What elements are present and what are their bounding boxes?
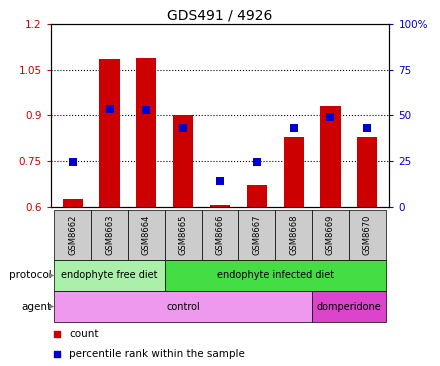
Bar — [99, 59, 120, 207]
Text: control: control — [166, 302, 200, 311]
Title: GDS491 / 4926: GDS491 / 4926 — [167, 9, 273, 23]
Text: GSM8670: GSM8670 — [363, 215, 372, 255]
Text: domperidone: domperidone — [316, 302, 381, 311]
Point — [143, 107, 150, 113]
Bar — [238, 210, 275, 260]
Bar — [54, 291, 312, 322]
Point — [327, 113, 334, 119]
Text: GSM8669: GSM8669 — [326, 215, 335, 255]
Bar — [54, 210, 91, 260]
Point — [180, 125, 187, 131]
Text: GSM8664: GSM8664 — [142, 215, 151, 255]
Point — [290, 125, 297, 131]
Bar — [357, 137, 378, 207]
Bar — [128, 210, 165, 260]
Text: percentile rank within the sample: percentile rank within the sample — [69, 349, 245, 359]
Text: endophyte infected diet: endophyte infected diet — [216, 270, 334, 280]
Text: GSM8668: GSM8668 — [289, 215, 298, 255]
Text: protocol: protocol — [9, 270, 51, 280]
Text: GSM8665: GSM8665 — [179, 215, 188, 255]
Bar — [202, 210, 238, 260]
Bar — [62, 198, 83, 207]
Point — [69, 159, 76, 165]
Bar — [312, 291, 386, 322]
Text: count: count — [69, 329, 99, 339]
Text: GSM8663: GSM8663 — [105, 215, 114, 255]
Text: GSM8666: GSM8666 — [216, 215, 224, 255]
Point — [54, 332, 61, 337]
Text: agent: agent — [21, 302, 51, 311]
Bar — [173, 115, 193, 207]
Bar — [91, 210, 128, 260]
Text: GSM8662: GSM8662 — [68, 215, 77, 255]
Bar — [165, 260, 386, 291]
Bar — [165, 210, 202, 260]
Point — [364, 125, 371, 131]
Bar — [320, 106, 341, 207]
Bar — [312, 210, 349, 260]
Bar — [349, 210, 386, 260]
Point — [216, 178, 224, 184]
Point — [253, 159, 260, 165]
Bar — [54, 260, 165, 291]
Bar — [136, 58, 157, 207]
Bar — [275, 210, 312, 260]
Text: endophyte free diet: endophyte free diet — [61, 270, 158, 280]
Bar — [283, 137, 304, 207]
Bar — [210, 205, 230, 207]
Text: GSM8667: GSM8667 — [252, 215, 261, 255]
Point — [106, 106, 113, 112]
Bar — [247, 185, 267, 207]
Point — [54, 351, 61, 356]
